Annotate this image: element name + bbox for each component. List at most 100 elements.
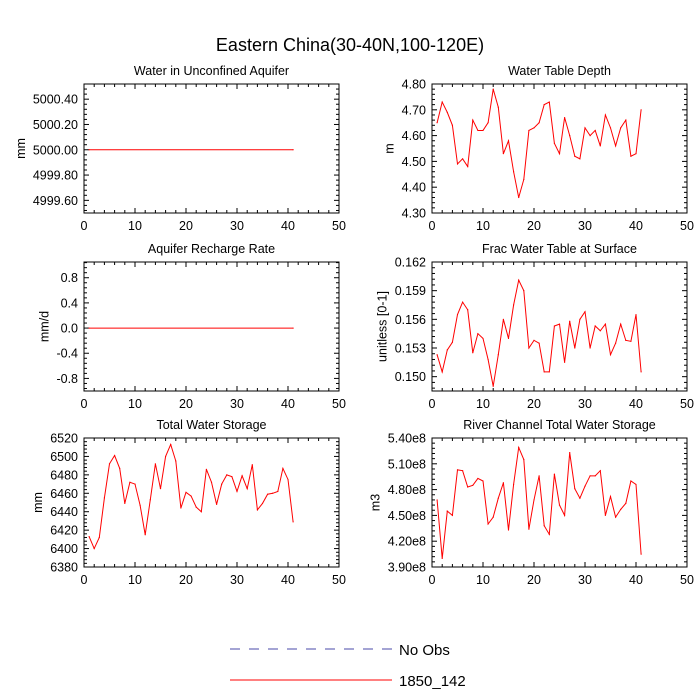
data-point <box>482 337 484 340</box>
data-point <box>292 327 294 329</box>
x-tick-label: 20 <box>179 573 193 587</box>
y-axis-label: m3 <box>369 494 383 511</box>
data-point <box>451 124 453 126</box>
data-point <box>564 514 566 517</box>
x-tick-label: 20 <box>527 573 541 587</box>
data-point <box>548 101 550 103</box>
data-point <box>507 529 510 531</box>
data-point <box>599 145 601 147</box>
data-point <box>589 347 591 349</box>
data-point <box>564 116 566 119</box>
data-point <box>599 330 601 332</box>
data-point <box>497 106 499 108</box>
data-point <box>579 318 581 320</box>
panel-water-in-unconfined-aquifer: Water in Unconfined Aquifer 0 10 20 30 40 50 49… <box>14 64 346 233</box>
data-point <box>548 371 550 373</box>
data-point <box>513 483 515 486</box>
data-point <box>574 347 576 349</box>
x-tick-label: 0 <box>429 219 436 233</box>
data-point <box>472 352 474 354</box>
data-point <box>446 349 448 351</box>
y-tick-label: 6380 <box>50 561 78 575</box>
data-point <box>482 129 484 132</box>
y-tick-label: 0.150 <box>395 370 426 384</box>
panel-title: Aquifer Recharge Rate <box>148 242 275 256</box>
series-line <box>436 445 642 559</box>
data-point <box>538 122 540 124</box>
y-tick-label: 6520 <box>50 432 78 446</box>
data-point <box>635 153 637 155</box>
y-tick-label: 4.80 <box>402 78 426 92</box>
data-point <box>277 490 279 493</box>
data-point <box>543 371 545 373</box>
y-tick-label: 6400 <box>50 542 78 556</box>
data-point <box>497 354 499 356</box>
y-tick-label: -0.4 <box>56 347 78 361</box>
data-point <box>159 488 162 490</box>
data-point <box>165 455 167 458</box>
data-point <box>513 171 515 173</box>
data-point <box>523 178 525 181</box>
data-point <box>584 485 586 487</box>
y-tick-label: 3.90e8 <box>388 561 426 575</box>
x-tick-label: 30 <box>578 219 592 233</box>
series-line <box>436 278 642 387</box>
data-point <box>487 523 489 525</box>
y-tick-label: 0.162 <box>395 256 426 270</box>
data-point <box>441 101 443 103</box>
data-point <box>640 553 642 555</box>
data-point <box>149 499 151 501</box>
y-tick-label: 5000.20 <box>33 118 78 132</box>
data-point <box>462 158 464 160</box>
data-point <box>216 503 218 505</box>
data-point <box>246 488 248 490</box>
panel-frac-water-table-at-surface: Frac Water Table at Surface 0 10 20 30 40 50 0.… <box>376 242 694 411</box>
y-tick-label: 4.20e8 <box>388 535 426 549</box>
data-point <box>553 473 556 475</box>
data-point <box>553 325 556 327</box>
data-point <box>292 521 294 523</box>
data-point <box>108 463 111 465</box>
x-tick-label: 20 <box>527 219 541 233</box>
x-tick-label: 50 <box>680 219 694 233</box>
data-point <box>467 486 469 488</box>
plot-frame <box>431 437 688 568</box>
data-point <box>487 358 489 361</box>
y-tick-label: 5000.40 <box>33 93 78 107</box>
data-point <box>594 475 596 477</box>
x-tick-label: 40 <box>281 219 295 233</box>
panel-title: Total Water Storage <box>156 418 266 432</box>
x-tick-label: 40 <box>281 397 295 411</box>
data-point <box>518 446 520 449</box>
data-point <box>625 502 627 504</box>
data-point <box>502 153 504 155</box>
panels: Water in Unconfined Aquifer 0 10 20 30 40 50 49… <box>14 64 694 587</box>
data-point <box>190 495 192 497</box>
x-tick-label: 10 <box>128 573 142 587</box>
data-point <box>528 347 530 349</box>
data-point <box>477 333 479 335</box>
data-point <box>441 557 443 560</box>
data-point <box>579 497 581 499</box>
data-point <box>574 488 576 490</box>
y-tick-label: 4.50e8 <box>388 509 426 523</box>
y-tick-label: 4.60 <box>402 129 426 143</box>
data-point <box>604 114 607 116</box>
y-tick-label: 4.70 <box>402 103 426 117</box>
data-point <box>446 510 448 512</box>
y-axis-label: mm/d <box>37 311 51 342</box>
data-point <box>261 502 264 505</box>
data-point <box>88 149 90 151</box>
data-point <box>528 129 530 132</box>
data-point <box>436 499 438 501</box>
data-point <box>620 127 622 129</box>
data-point <box>144 534 146 536</box>
data-point <box>251 464 253 466</box>
data-point <box>241 475 243 477</box>
data-point <box>451 514 453 517</box>
page-title: Eastern China(30-40N,100-120E) <box>216 35 484 55</box>
data-point <box>205 468 207 470</box>
x-tick-label: 50 <box>332 219 346 233</box>
data-point <box>599 470 601 472</box>
